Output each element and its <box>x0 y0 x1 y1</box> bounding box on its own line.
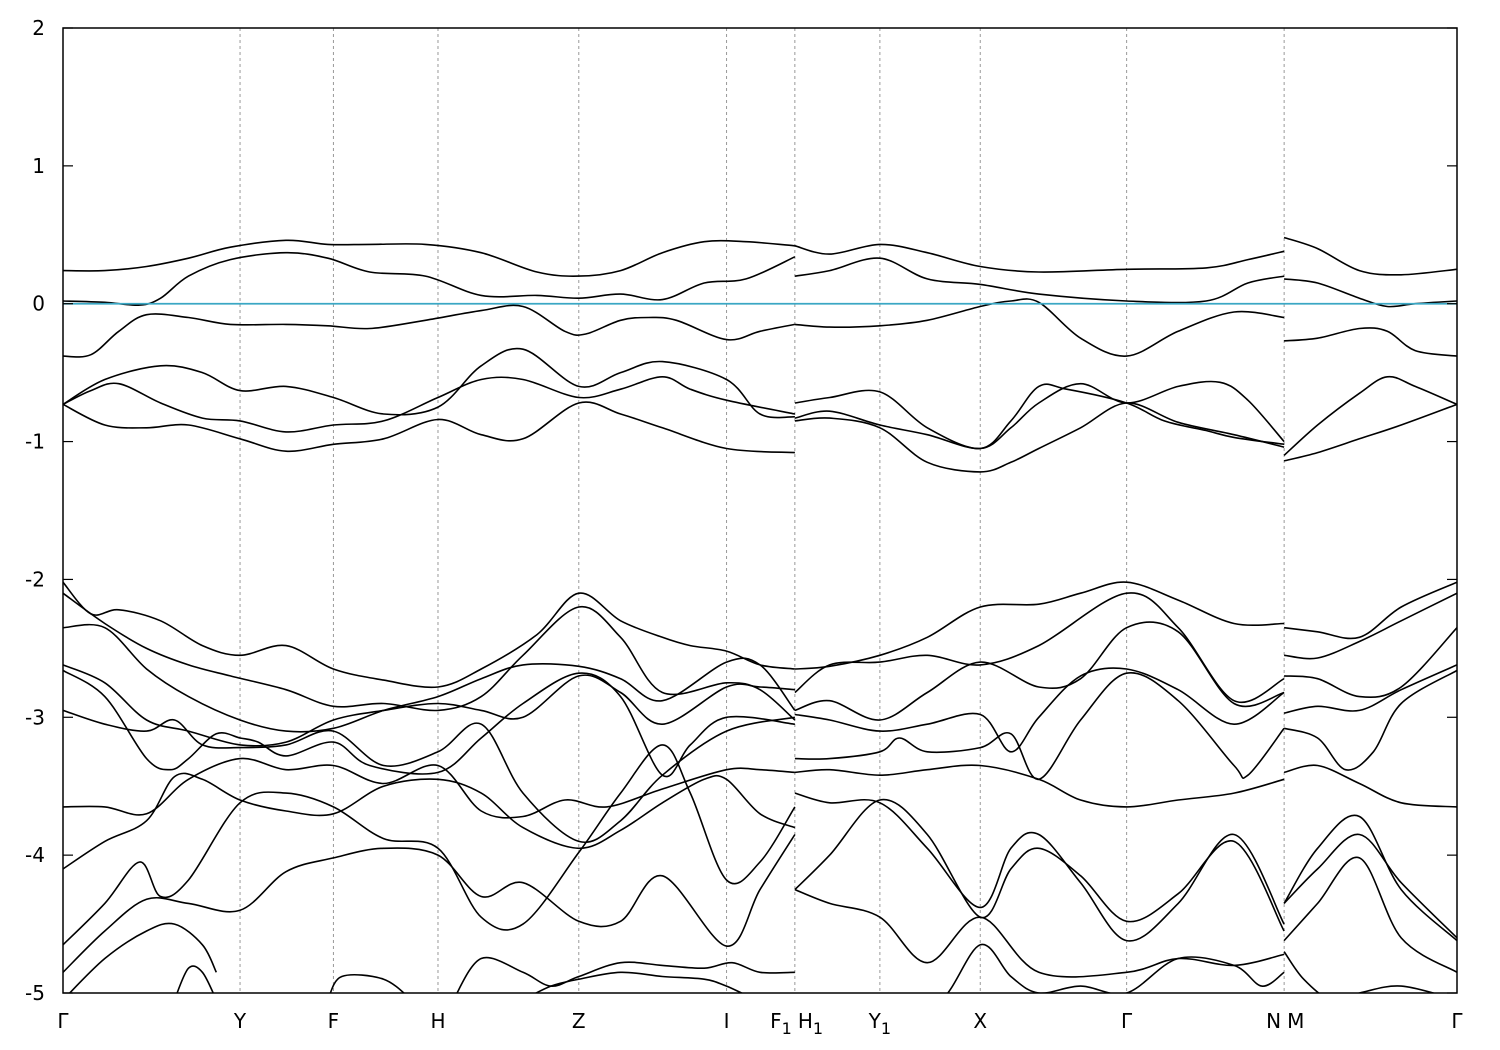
band-series-36 <box>63 772 796 870</box>
x-tick-label: I <box>724 1009 730 1033</box>
band-series-25 <box>1284 627 1457 699</box>
band-series-27 <box>794 667 1285 753</box>
x-tick-label: X <box>973 1009 987 1033</box>
y-tick-label: -3 <box>25 705 45 729</box>
band-series-24 <box>794 621 1285 721</box>
band-series-11 <box>1283 375 1457 456</box>
band-series-33 <box>794 764 1285 808</box>
x-tick-label: Y1 <box>868 1009 891 1038</box>
band-series-49 <box>794 888 1285 978</box>
band-series-28 <box>1283 664 1457 714</box>
y-tick-label: -4 <box>25 843 45 867</box>
band-series-19 <box>1284 581 1457 640</box>
band-series-16 <box>794 402 1285 473</box>
x-tick-label: Y <box>233 1009 247 1033</box>
band-series-9 <box>63 347 795 419</box>
band-series-13 <box>794 380 1285 450</box>
y-tick-label: 1 <box>32 154 45 178</box>
band-series-20 <box>63 592 796 721</box>
x-tick-label: F <box>328 1009 340 1033</box>
band-series-26 <box>63 664 795 747</box>
band-series-47 <box>456 956 795 993</box>
y-axis: -5 -4 -3 -2 -1 0 1 2 <box>25 16 1457 1005</box>
band-series-4 <box>794 257 1285 304</box>
band-series-30 <box>794 672 1285 781</box>
x-tick-label: Γ <box>57 1009 69 1033</box>
band-series-23 <box>63 623 796 733</box>
band-series-32 <box>63 709 796 844</box>
band-series-6 <box>63 304 796 358</box>
kpath-separators <box>239 28 1285 993</box>
band-series-40 <box>794 792 1285 942</box>
band-series-14 <box>1283 403 1457 462</box>
band-series-10 <box>794 383 1285 450</box>
x-axis: Γ Z Γ Y F H I F1 H1 Y1 X Γ N M <box>57 1009 1463 1038</box>
x-tick-label: H1 <box>798 1009 823 1038</box>
x-tick-label: M <box>1287 1009 1304 1033</box>
band-series-41 <box>1283 814 1457 942</box>
band-series-38 <box>1283 833 1457 939</box>
y-tick-label: -5 <box>25 981 45 1005</box>
band-series-42 <box>63 834 796 973</box>
band-series-18 <box>794 581 1285 670</box>
band-series-2 <box>1283 236 1457 276</box>
y-tick-label: -1 <box>25 430 45 454</box>
band-series-15 <box>63 401 795 454</box>
band-series-29 <box>63 669 795 778</box>
x-tick-label: Γ <box>1121 1009 1133 1033</box>
band-series-22 <box>1284 592 1457 660</box>
band-series-39 <box>63 744 796 946</box>
x-tick-label: F1 <box>770 1009 792 1038</box>
band-series-46 <box>329 973 406 993</box>
band-series-3 <box>63 251 796 307</box>
y-tick-label: -2 <box>25 567 45 591</box>
band-series-45 <box>176 965 215 993</box>
band-series-51 <box>1283 951 1437 993</box>
band-series-34 <box>1283 764 1457 808</box>
band-series-31 <box>1283 669 1457 771</box>
band-series-44 <box>68 922 218 993</box>
band-lines <box>63 236 1457 993</box>
x-tick-label: Γ <box>1451 1009 1463 1033</box>
band-series-0 <box>63 239 795 277</box>
x-tick-label: Z <box>572 1009 586 1033</box>
plot-frame <box>62 27 1458 994</box>
band-series-37 <box>794 798 1285 932</box>
y-tick-label: 0 <box>32 292 45 316</box>
band-series-12 <box>63 376 796 433</box>
x-tick-label: N <box>1266 1009 1281 1033</box>
band-series-35 <box>63 757 795 819</box>
band-series-21 <box>794 592 1285 704</box>
band-series-1 <box>794 243 1285 273</box>
band-series-8 <box>1284 327 1457 357</box>
y-tick-label: 2 <box>32 16 45 40</box>
x-tick-label: H <box>430 1009 445 1033</box>
band-series-48 <box>534 971 744 993</box>
band-series-50 <box>946 943 1285 993</box>
band-series-17 <box>63 581 795 689</box>
band-series-43 <box>1283 856 1457 973</box>
band-series-5 <box>1284 278 1457 308</box>
band-series-7 <box>794 298 1285 357</box>
